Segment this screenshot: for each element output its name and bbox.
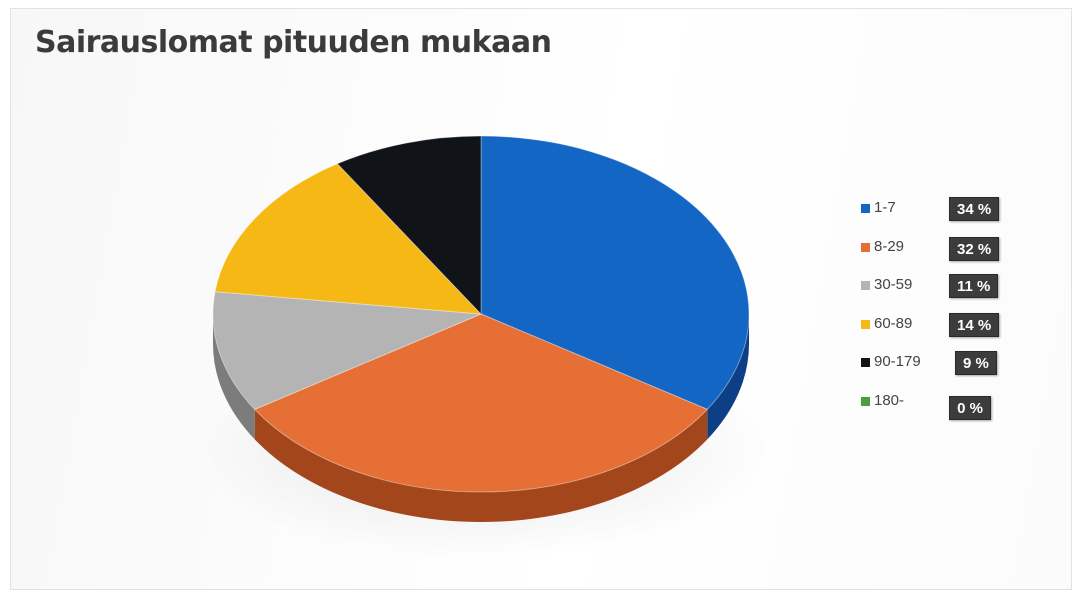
percent-label: 32 % (949, 236, 1000, 261)
legend-label: 180- (874, 391, 905, 409)
legend-label: 30-59 (874, 276, 913, 293)
legend-label: 60-89 (874, 314, 913, 332)
pie-slice-90-179 (336, 135, 482, 316)
legend-item: 1-7 34 % (861, 197, 1041, 221)
legend: 1-7 34 % 8-29 32 % 30-59 11 % 60-89 14 %… (861, 197, 1041, 428)
pie-slice-1-7 (480, 135, 750, 410)
pie-side-30-59 (213, 314, 255, 440)
chart-title: Sairauslomat pituuden mukaan (35, 25, 552, 60)
legend-swatch (861, 281, 870, 290)
legend-swatch (861, 358, 870, 367)
legend-item: 8-29 32 % (861, 236, 1041, 261)
pie-slices (212, 135, 750, 493)
pie-side-1-7 (707, 314, 749, 440)
pie-side-8-29 (254, 409, 708, 522)
pie-chart (191, 135, 771, 559)
chart-panel: Sairauslomat pituuden mukaan 1-7 34 % 8-… (10, 8, 1072, 590)
legend-swatch (861, 204, 870, 213)
percent-label: 34 % (949, 197, 1000, 221)
legend-swatch (861, 319, 870, 329)
legend-swatch (861, 242, 870, 252)
pie-slice-60-89 (214, 163, 483, 315)
pie-slice-8-29 (253, 313, 709, 493)
pie-slice-30-59 (212, 291, 482, 410)
legend-item: 180- 0 % (861, 390, 1041, 420)
percent-label: 9 % (955, 351, 997, 375)
percent-label: 0 % (949, 395, 991, 420)
pie-side-walls (213, 314, 749, 522)
legend-label: 1-7 (874, 199, 896, 216)
legend-swatch (861, 396, 870, 406)
legend-item: 90-179 9 % (861, 351, 1041, 375)
legend-label: 90-179 (874, 353, 921, 370)
percent-label: 14 % (949, 312, 1000, 337)
legend-item: 30-59 11 % (861, 274, 1041, 298)
percent-label: 11 % (949, 274, 999, 298)
legend-label: 8-29 (874, 237, 905, 255)
legend-item: 60-89 14 % (861, 312, 1041, 337)
